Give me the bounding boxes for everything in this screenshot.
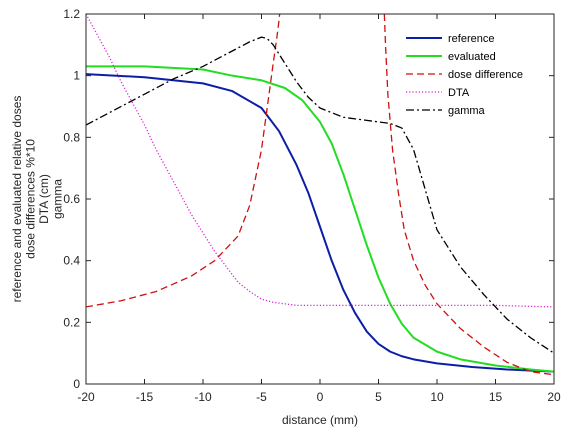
legend-box bbox=[399, 28, 548, 122]
y-axis-label-line: DTA (cm) bbox=[37, 174, 51, 224]
legend-entry: gamma bbox=[448, 105, 486, 117]
y-axis-label-line: gamma bbox=[50, 179, 64, 219]
x-tick-label: -5 bbox=[256, 390, 267, 404]
x-tick-label: 15 bbox=[489, 390, 503, 404]
legend-entry: dose difference bbox=[448, 69, 523, 81]
x-tick-label: 10 bbox=[430, 390, 444, 404]
series-line-evaluated bbox=[86, 65, 554, 373]
x-tick-label: 5 bbox=[375, 390, 382, 404]
x-tick-label: -15 bbox=[136, 390, 154, 404]
legend: reference evaluated dose difference DTA gamm… bbox=[399, 28, 548, 122]
y-tick-label: 0.8 bbox=[63, 130, 80, 144]
x-tick-label: -10 bbox=[194, 390, 212, 404]
y-axis-label-line: dose differences %*10 bbox=[23, 139, 37, 259]
series-line-reference bbox=[86, 73, 554, 373]
series-line-dose-difference-right-branch bbox=[383, 14, 554, 376]
y-tick-label: 0 bbox=[73, 377, 80, 391]
y-tick-label: 0.2 bbox=[63, 315, 80, 329]
y-axis-label: reference and evaluated relative doses do… bbox=[10, 96, 65, 303]
y-tick-label: 0.4 bbox=[63, 254, 80, 268]
x-tick-label: -20 bbox=[77, 390, 95, 404]
series-line-DTA bbox=[86, 14, 554, 308]
series-layer bbox=[86, 14, 554, 376]
y-tick-label: 1.2 bbox=[63, 7, 80, 21]
x-tick-label: 0 bbox=[317, 390, 324, 404]
legend-entry: DTA bbox=[448, 87, 470, 99]
y-tick-label: 1 bbox=[73, 69, 80, 83]
y-axis-label-line: reference and evaluated relative doses bbox=[10, 96, 24, 303]
x-axis-label: distance (mm) bbox=[282, 413, 358, 427]
y-tick-label: 0.6 bbox=[63, 192, 80, 206]
legend-entry: evaluated bbox=[448, 51, 496, 63]
legend-entry: reference bbox=[448, 33, 494, 45]
x-tick-label: 20 bbox=[547, 390, 561, 404]
ticks-layer: -20 -15 -10 -5 0 5 10 15 20 0 0.2 0.4 0.6 0.8 1 1.2 bbox=[63, 7, 561, 404]
series-line-dose-difference bbox=[86, 14, 281, 308]
series-line-gamma bbox=[86, 36, 554, 354]
